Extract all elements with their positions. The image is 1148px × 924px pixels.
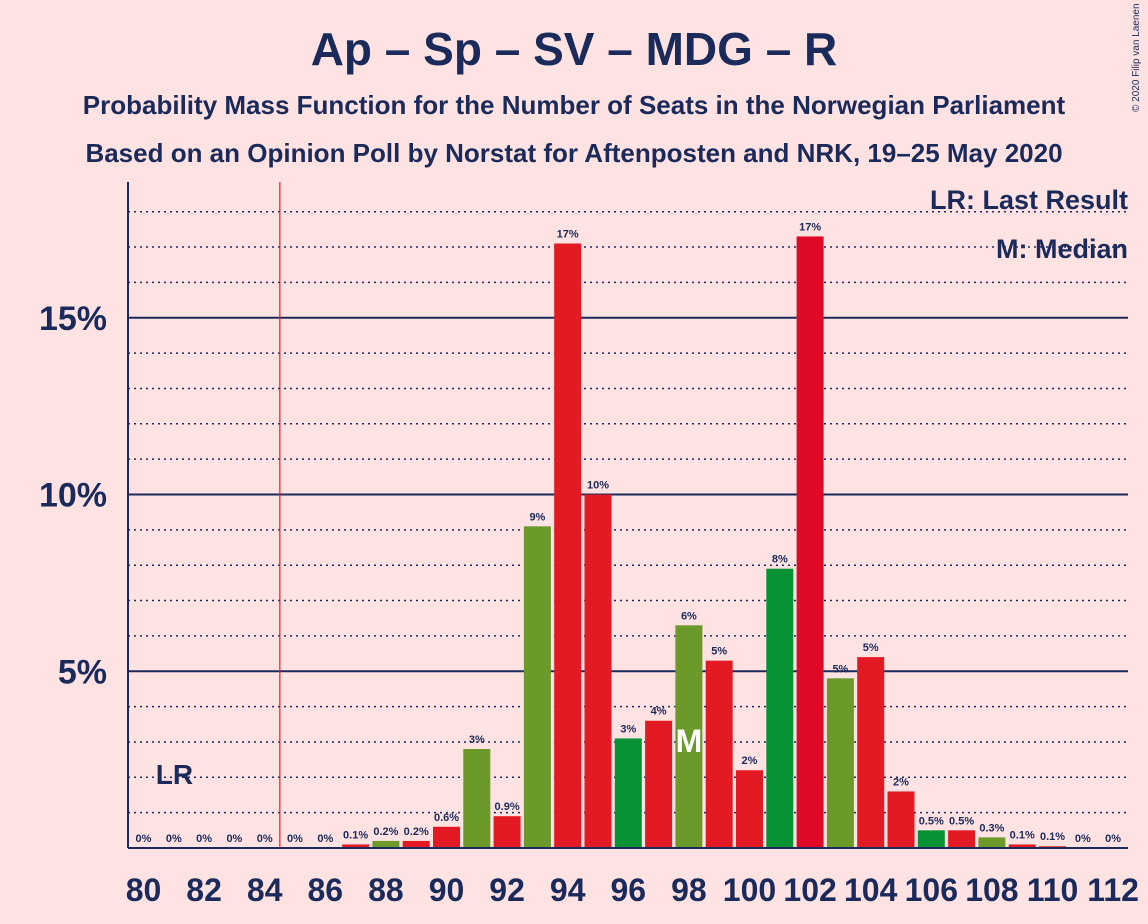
bar-label: 0.6%: [434, 812, 459, 824]
bar-label: 0%: [1075, 833, 1091, 845]
bar: [463, 749, 491, 848]
chart-title: Ap – Sp – SV – MDG – R: [310, 23, 838, 75]
x-tick-label: 108: [965, 872, 1018, 908]
bar-label: 0.9%: [495, 801, 520, 813]
x-tick-label: 94: [550, 872, 586, 908]
bar-label: 6%: [681, 610, 697, 622]
bar-label: 0.2%: [404, 826, 429, 838]
bar-label: 10%: [587, 480, 609, 492]
x-tick-label: 90: [429, 872, 465, 908]
bar-label: 0.1%: [1040, 831, 1065, 843]
bar: [857, 657, 885, 848]
bar-label: 0.5%: [949, 815, 974, 827]
bar-label: 0.2%: [373, 826, 398, 838]
bar: [796, 236, 824, 848]
y-tick-label: 10%: [39, 477, 107, 515]
bar: [917, 830, 945, 848]
bar-labels: 0% 0% 0% 0% 0% 0% 0% 0.1% 0.2% 0.2% 0.6% 3% 0.9% 9% 17…: [136, 221, 1122, 845]
bar: [554, 243, 582, 848]
y-tick-label: 15%: [39, 300, 107, 338]
bar: [645, 720, 673, 848]
bar-label: 2%: [742, 755, 758, 767]
bar-label: 5%: [863, 642, 879, 654]
bar-label: 0%: [317, 833, 333, 845]
bar: [433, 826, 460, 848]
x-tick-label: 98: [671, 872, 707, 908]
bar-label: 0.1%: [343, 829, 368, 841]
legend-last-result: LR: Last Result: [930, 185, 1128, 215]
bar-label: 2%: [893, 776, 909, 788]
bar-label: 0%: [287, 833, 303, 845]
bar-label: 3%: [620, 723, 636, 735]
bar: [614, 738, 642, 848]
x-tick-label: 80: [126, 872, 162, 908]
x-tick-label: 112: [1087, 872, 1139, 908]
bar-label: 0%: [166, 833, 182, 845]
bar: [948, 830, 976, 848]
bar: [493, 816, 521, 848]
chart-subtitle-2: Based on an Opinion Poll by Norstat for …: [85, 138, 1063, 168]
bar-label: 17%: [799, 221, 821, 233]
x-tick-label: 84: [247, 872, 283, 908]
bar-label: 0%: [196, 833, 212, 845]
bar-label: 9%: [529, 511, 545, 523]
bar-label: 0.3%: [979, 822, 1004, 834]
bar: [584, 494, 612, 848]
bar: [675, 625, 703, 848]
axes: 5% 10% 15% 80 82 84 86 88 90 92 94 96 98 100 102 104 106…: [39, 182, 1139, 908]
bar: [342, 844, 370, 848]
bar: [736, 770, 763, 848]
x-tick-label: 100: [723, 872, 776, 908]
x-tick-label: 106: [905, 872, 958, 908]
bar: [1008, 844, 1036, 848]
bar-label: 0%: [1105, 833, 1121, 845]
bar: [978, 837, 1006, 848]
x-tick-label: 96: [611, 872, 647, 908]
bar-label: 8%: [772, 554, 788, 566]
x-tick-label: 104: [844, 872, 898, 908]
bar: [523, 526, 551, 848]
x-tick-label: 88: [368, 872, 404, 908]
bar: [826, 678, 854, 848]
bar-label: 4%: [651, 706, 667, 718]
legend-median: M: Median: [996, 234, 1128, 264]
bar-label: 3%: [469, 734, 485, 746]
bar-label: 0%: [136, 833, 152, 845]
bar-label: 0%: [257, 833, 273, 845]
bar: [372, 840, 400, 848]
bar-label: 5%: [711, 646, 727, 658]
x-tick-label: 110: [1027, 872, 1079, 908]
median-marker: M: [676, 723, 703, 759]
last-result-label: LR: [156, 759, 193, 790]
bars: [342, 236, 1066, 848]
chart-subtitle-1: Probability Mass Function for the Number…: [82, 90, 1066, 120]
bar: [887, 791, 915, 848]
bar-label: 0.5%: [919, 815, 944, 827]
bar: [766, 568, 794, 848]
bar-label: 0.1%: [1010, 829, 1035, 841]
x-tick-label: 102: [783, 872, 836, 908]
y-tick-label: 5%: [58, 653, 107, 691]
bar: [705, 660, 733, 848]
bar-label: 17%: [557, 229, 579, 241]
x-tick-label: 86: [308, 872, 344, 908]
x-tick-label: 82: [186, 872, 222, 908]
x-tick-label: 92: [489, 872, 525, 908]
bar-label: 0%: [226, 833, 242, 845]
bar-label: 5%: [832, 663, 848, 675]
bar: [402, 840, 430, 848]
